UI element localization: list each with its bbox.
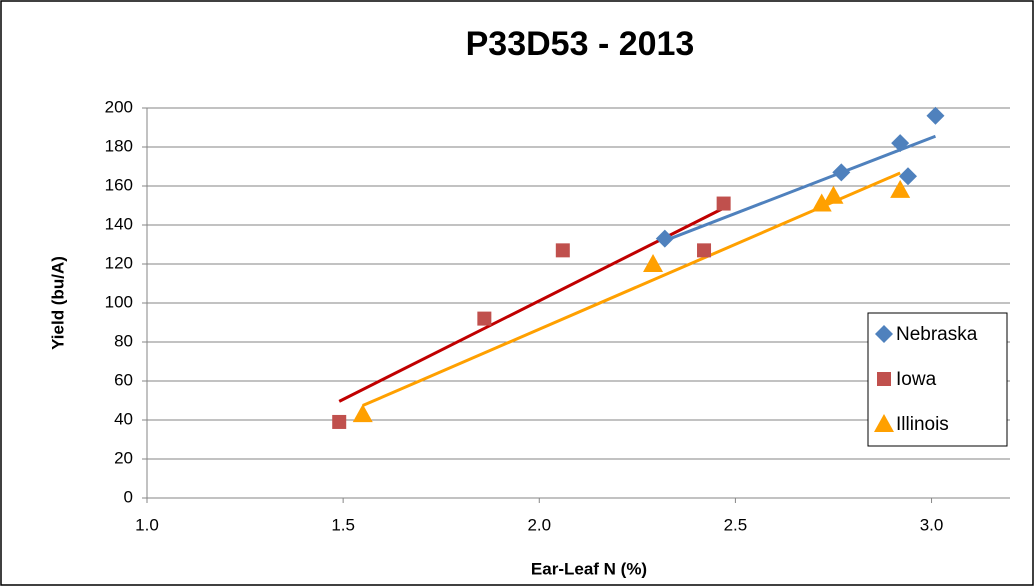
marker: [555, 243, 570, 258]
x-tick-label: 1.5: [331, 515, 355, 534]
y-axis-label: Yield (bu/A): [48, 256, 67, 350]
y-tick-label: 60: [114, 370, 133, 389]
legend-marker: [874, 414, 894, 432]
x-tick-label: 2.0: [527, 515, 551, 534]
marker: [832, 163, 851, 182]
y-tick-label: 40: [114, 409, 133, 428]
trendline: [362, 171, 901, 407]
y-tick-label: 200: [105, 97, 133, 116]
y-tick-label: 0: [124, 487, 133, 506]
x-tick-label: 1.0: [135, 515, 159, 534]
marker: [899, 167, 918, 186]
y-tick-label: 180: [105, 136, 133, 155]
marker: [477, 311, 492, 326]
y-tick-label: 140: [105, 214, 133, 233]
marker: [655, 229, 674, 248]
x-tick-label: 3.0: [920, 515, 944, 534]
trendline: [664, 134, 937, 243]
legend-marker: [875, 325, 893, 343]
legend-label: Nebraska: [896, 324, 978, 345]
x-tick-label: 2.5: [724, 515, 748, 534]
marker: [811, 193, 832, 212]
legend-label: Illinois: [896, 414, 949, 435]
legend-label: Iowa: [896, 369, 937, 390]
marker: [332, 414, 347, 429]
marker: [643, 254, 664, 272]
legend-marker: [877, 372, 891, 386]
marker: [716, 196, 731, 211]
marker: [926, 106, 945, 125]
y-tick-label: 120: [105, 253, 133, 272]
chart-title: P33D53 - 2013: [466, 25, 695, 63]
marker: [890, 179, 911, 198]
y-tick-label: 100: [105, 292, 133, 311]
y-tick-label: 160: [105, 175, 133, 194]
y-tick-label: 20: [114, 448, 133, 467]
marker: [891, 134, 910, 153]
y-tick-label: 80: [114, 331, 133, 350]
x-axis-label: Ear-Leaf N (%): [531, 559, 647, 578]
marker: [697, 243, 712, 258]
marker: [823, 185, 844, 204]
marker: [352, 404, 373, 423]
